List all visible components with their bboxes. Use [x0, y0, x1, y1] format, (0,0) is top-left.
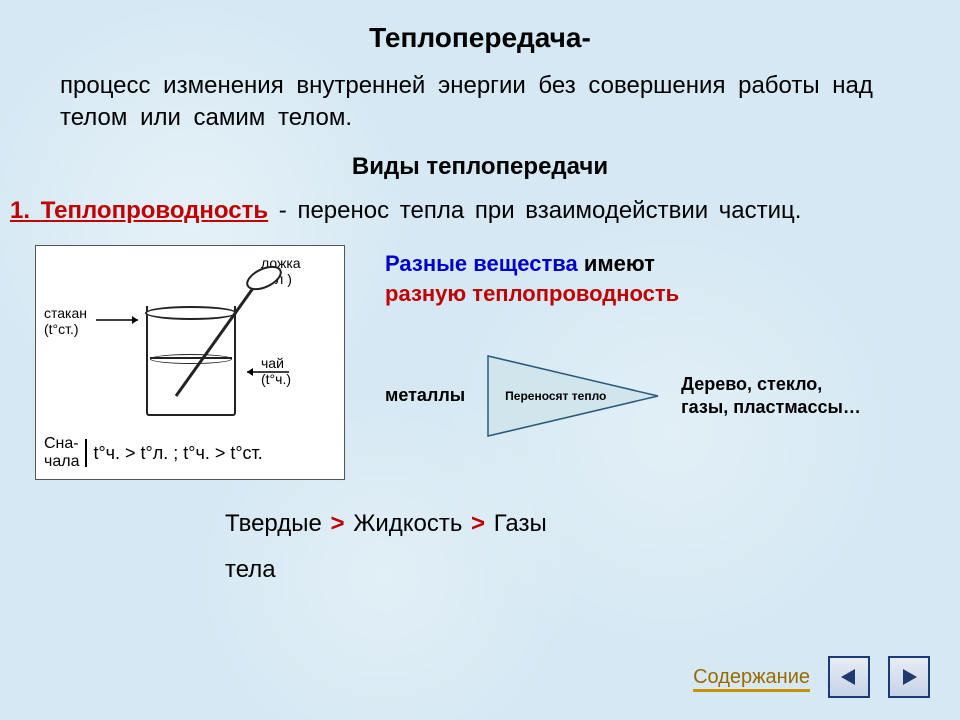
cmp-a: Твердые: [225, 510, 331, 537]
next-button[interactable]: [888, 656, 930, 698]
conductivity-row: металлы Переносят тепло Дерево, стекло, …: [385, 351, 960, 441]
arrow-left-icon: [837, 665, 861, 689]
page-title: Теплопередача-: [0, 0, 960, 54]
section-key: Теплопроводность: [41, 197, 268, 224]
cmp-c: Газы: [494, 510, 547, 537]
section-rest: - перенос тепла при взаимодействии части…: [268, 197, 801, 224]
prev-button[interactable]: [828, 656, 870, 698]
stmt-red: разную теплопроводность: [385, 281, 679, 306]
stmt-mid: имеют: [578, 251, 655, 276]
triangle-label: Переносят тепло: [505, 389, 606, 403]
types-subtitle: Виды теплопередачи: [0, 153, 960, 181]
metals-label: металлы: [385, 385, 465, 406]
contents-link[interactable]: Содержание: [693, 666, 810, 689]
bodies-label: тела: [225, 556, 960, 584]
cmp-gt1: >: [331, 510, 345, 537]
arrow-tea: [241, 366, 291, 378]
statement: Разные вещества имеют разную теплопровод…: [385, 249, 960, 308]
formula-prefix: Сна- чала: [44, 435, 79, 471]
section-num: 1.: [10, 197, 41, 224]
definition-text: процесс изменения внутренней энергии без…: [0, 54, 960, 135]
stmt-blue: Разные вещества: [385, 251, 578, 276]
section-1: 1. Теплопроводность - перенос тепла при …: [0, 181, 960, 227]
glass-spoon-diagram: стакан (t°ст.) ложка (t°л ) чай (t°ч.) С…: [35, 245, 345, 480]
arrow-right-icon: [897, 665, 921, 689]
materials-label: Дерево, стекло, газы, пластмассы…: [681, 373, 861, 418]
spoon-icon: [196, 266, 316, 296]
state-comparison: Твердые > Жидкость > Газы: [225, 510, 960, 538]
cmp-gt2: >: [471, 510, 485, 537]
glass-label: стакан (t°ст.): [44, 306, 87, 337]
arrow-glass: [96, 314, 146, 326]
formula-row: Сна- чала t°ч. > t°л. ; t°ч. > t°ст.: [44, 435, 263, 471]
nav-bar: Содержание: [693, 656, 930, 698]
cmp-b: Жидкость: [353, 510, 471, 537]
formula-text: t°ч. > t°л. ; t°ч. > t°ст.: [93, 443, 262, 464]
conductivity-triangle: Переносят тепло: [483, 351, 663, 441]
